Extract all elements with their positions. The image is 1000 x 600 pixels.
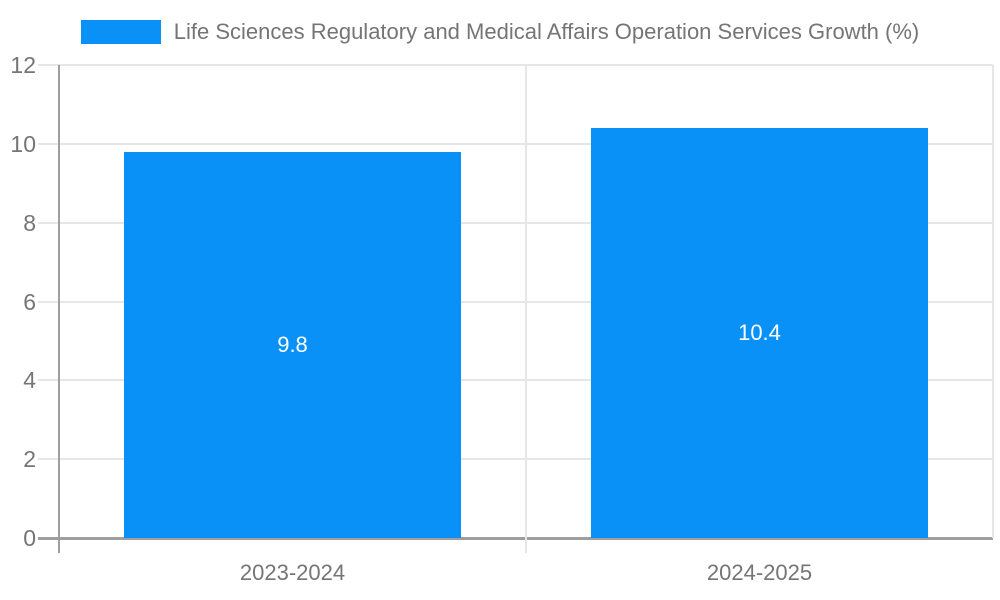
y-tick-label-2: 2: [23, 446, 36, 473]
x-tick-label: 2023-2024: [239, 560, 346, 585]
legend-swatch: [80, 20, 161, 44]
gridline-y8: [38, 221, 993, 224]
gridline-y10: [38, 142, 993, 145]
category-separator: [525, 65, 527, 553]
y-tick-label-4: 4: [23, 367, 36, 394]
gridline-y6: [38, 300, 993, 303]
y-tick-label-10: 10: [10, 130, 36, 157]
legend-label: Life Sciences Regulatory and Medical Aff…: [173, 19, 920, 44]
bar-2024-2025: [591, 128, 928, 538]
gridline-y4: [38, 379, 993, 382]
bar-2023-2024: [124, 151, 461, 538]
gridline-y12: [38, 64, 993, 66]
plot-right-border: [992, 65, 994, 538]
bar-value-label: 10.4: [738, 320, 781, 346]
y-axis-line: [58, 65, 60, 553]
y-tick-label-0: 0: [23, 525, 36, 551]
x-tick-label: 2024-2025: [706, 560, 813, 585]
x-axis-baseline: [38, 536, 993, 540]
y-tick-label-12: 12: [10, 52, 36, 78]
legend: Life Sciences Regulatory and Medical Aff…: [0, 12, 1000, 52]
gridline-y2: [38, 458, 993, 461]
y-tick-label-8: 8: [23, 209, 36, 236]
y-tick-label-6: 6: [23, 288, 36, 315]
bar-value-label: 9.8: [277, 331, 308, 357]
